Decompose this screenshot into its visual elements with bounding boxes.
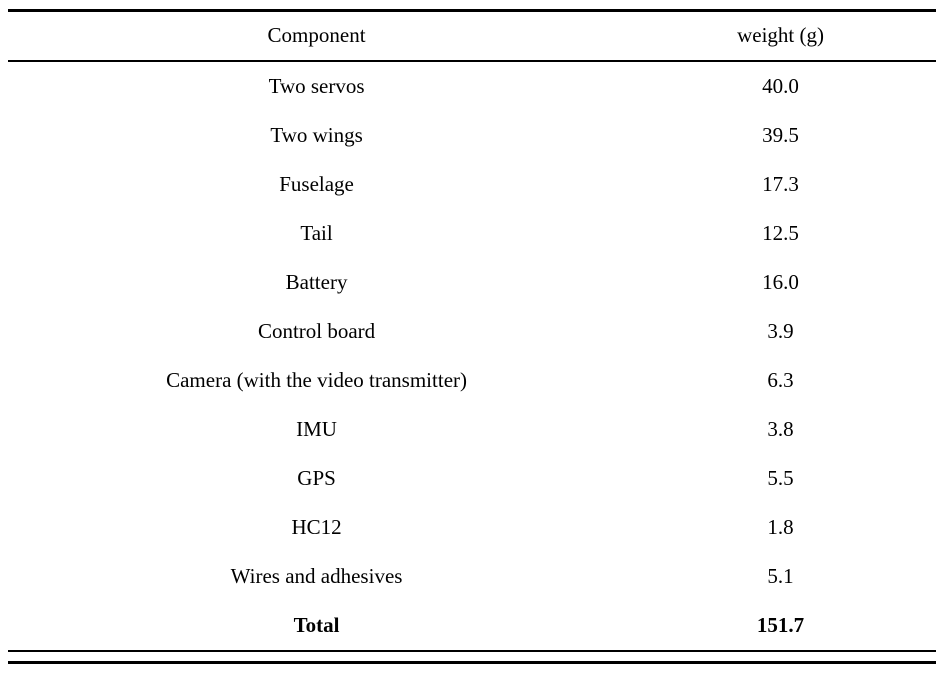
component-cell: Tail — [300, 220, 333, 245]
weight-cell: 12.5 — [762, 220, 799, 245]
table-row: Fuselage 17.3 — [8, 160, 936, 209]
weight-cell: 3.8 — [767, 416, 794, 441]
component-cell: HC12 — [291, 514, 342, 539]
component-cell: Camera (with the video transmitter) — [166, 367, 467, 392]
table-row: Camera (with the video transmitter) 6.3 — [8, 356, 936, 405]
total-label: Total — [293, 612, 340, 637]
total-weight: 151.7 — [756, 612, 805, 637]
weight-cell: 16.0 — [762, 269, 799, 294]
table-row: Two wings 39.5 — [8, 111, 936, 160]
table-row: Battery 16.0 — [8, 258, 936, 307]
weight-cell: 40.0 — [762, 73, 799, 98]
table-row: Two servos 40.0 — [8, 62, 936, 111]
table-rule-header-separator — [8, 60, 936, 62]
table-row: Tail 12.5 — [8, 209, 936, 258]
header-weight: weight (g) — [737, 23, 824, 48]
component-cell: Battery — [285, 269, 348, 294]
table-rule-bottom-thin — [8, 650, 936, 652]
component-cell: IMU — [296, 416, 337, 441]
component-cell: Fuselage — [279, 171, 354, 196]
weight-cell: 3.9 — [767, 318, 794, 343]
weight-cell: 17.3 — [762, 171, 799, 196]
weight-cell: 5.1 — [767, 563, 794, 588]
table-header-row: Component weight (g) — [8, 12, 936, 60]
component-cell: Control board — [257, 318, 376, 343]
table-row: Wires and adhesives 5.1 — [8, 552, 936, 601]
weight-cell: 6.3 — [767, 367, 794, 392]
table-rule-top — [8, 9, 936, 12]
component-cell: Two servos — [268, 73, 365, 98]
table-row: HC12 1.8 — [8, 503, 936, 552]
table-row: GPS 5.5 — [8, 454, 936, 503]
table-rule-bottom-heavy — [8, 661, 936, 664]
weight-cell: 39.5 — [762, 122, 799, 147]
component-cell: Two wings — [270, 122, 363, 147]
table-row: Control board 3.9 — [8, 307, 936, 356]
weight-cell: 1.8 — [767, 514, 794, 539]
table-row: IMU 3.8 — [8, 405, 936, 454]
component-cell: Wires and adhesives — [230, 563, 403, 588]
header-component: Component — [267, 23, 366, 48]
component-cell: GPS — [297, 465, 336, 490]
weight-cell: 5.5 — [767, 465, 794, 490]
table-total-row: Total 151.7 — [8, 601, 936, 650]
